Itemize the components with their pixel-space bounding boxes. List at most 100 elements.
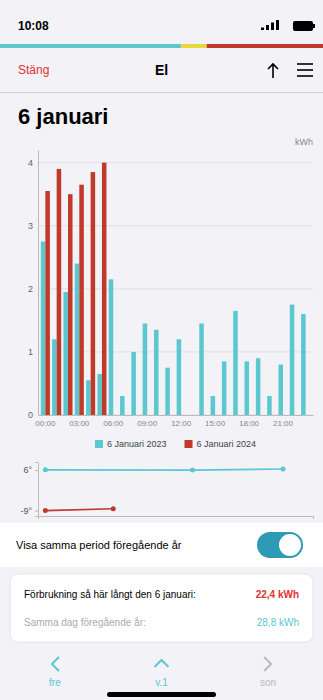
consumption-label: Förbrukning så här långt den 6 januari: bbox=[24, 589, 199, 600]
battery-icon bbox=[293, 21, 313, 31]
bar bbox=[57, 169, 62, 415]
nav-prev[interactable]: fre bbox=[49, 677, 61, 688]
close-button[interactable]: Stäng bbox=[18, 63, 49, 77]
y-tick: -9° bbox=[20, 506, 38, 516]
battery-tip bbox=[313, 24, 315, 28]
y-tick-mark bbox=[35, 511, 38, 512]
bar bbox=[91, 172, 96, 415]
temperature-line bbox=[45, 509, 113, 511]
x-tick: 21:00 bbox=[273, 415, 294, 428]
y-tick: 2 bbox=[28, 284, 38, 294]
bar bbox=[260, 415, 265, 416]
bar bbox=[143, 324, 148, 415]
axis bbox=[39, 517, 314, 520]
bar bbox=[131, 352, 136, 415]
bar bbox=[267, 396, 272, 415]
legend-label: 6 Januari 2023 bbox=[107, 439, 167, 449]
nav-week[interactable]: v.1 bbox=[155, 677, 168, 688]
y-axis-label: kWh bbox=[295, 137, 313, 147]
bar bbox=[52, 339, 57, 415]
toggle-label[interactable]: Visa samma period föregående år bbox=[16, 539, 182, 551]
bar bbox=[165, 368, 170, 415]
app-chrome bbox=[0, 20, 323, 697]
bar bbox=[170, 415, 175, 416]
menu-icon-line[interactable] bbox=[297, 75, 313, 77]
x-tick: 00:00 bbox=[35, 415, 56, 428]
nav-next-icon[interactable] bbox=[264, 657, 271, 671]
prev-year-value: 28,8 kWh bbox=[257, 617, 299, 628]
y-tick-label: -9° bbox=[20, 506, 32, 516]
toggle-switch[interactable] bbox=[257, 532, 303, 558]
bar bbox=[204, 415, 209, 416]
temperature-point bbox=[43, 467, 48, 472]
x-tick: 06:00 bbox=[103, 415, 124, 428]
legend: 6 Januari 2023 6 Januari 2024 bbox=[95, 439, 256, 449]
x-tick: 18:00 bbox=[239, 415, 260, 428]
bar bbox=[290, 305, 295, 415]
y-tick-label: 6° bbox=[23, 465, 32, 475]
x-tick-label: 03:00 bbox=[69, 419, 90, 428]
x-tick-label: 15:00 bbox=[205, 419, 226, 428]
toggle-knob[interactable] bbox=[279, 534, 301, 556]
bar bbox=[68, 194, 73, 415]
bar bbox=[188, 415, 193, 416]
x-tick-label: 21:00 bbox=[273, 419, 294, 428]
info-box bbox=[10, 574, 313, 642]
background bbox=[0, 0, 323, 700]
bar bbox=[199, 324, 204, 415]
x-tick: 12:00 bbox=[171, 415, 192, 428]
y-tick: 3 bbox=[28, 221, 38, 231]
bar bbox=[256, 358, 261, 415]
plot-area bbox=[43, 467, 286, 514]
temperature-point bbox=[190, 468, 195, 473]
temperature-point bbox=[43, 508, 48, 513]
axis: 00:00 03:00 06:00 09:00 12:00 15:00 18:00 21:00 bbox=[35, 415, 313, 428]
x-tick-label: 00:00 bbox=[35, 419, 56, 428]
bar bbox=[245, 361, 250, 415]
bar bbox=[215, 415, 220, 416]
nav-week-icon[interactable] bbox=[155, 660, 169, 667]
axis: 6° -9° bbox=[20, 463, 38, 517]
bar bbox=[113, 415, 118, 416]
page: 6 januari0123400:0003:0006:0009:0012:001… bbox=[0, 0, 323, 700]
chart-root: 6 januari0123400:0003:0006:0009:0012:001… bbox=[0, 0, 323, 700]
toggle-row bbox=[0, 523, 323, 567]
x-tick-label: 06:00 bbox=[103, 419, 124, 428]
share-icon[interactable] bbox=[268, 64, 278, 78]
y-tick: 4 bbox=[28, 158, 38, 168]
bar-series bbox=[45, 163, 106, 415]
menu-icon-line[interactable] bbox=[297, 63, 313, 65]
consumption-value: 22,4 kWh bbox=[256, 589, 299, 600]
axis: 01234 bbox=[28, 151, 39, 421]
bar bbox=[147, 415, 152, 416]
menu-icon-line[interactable] bbox=[297, 69, 313, 71]
separator bbox=[0, 92, 323, 93]
signal-bar bbox=[261, 28, 264, 31]
status-time: 10:08 bbox=[18, 19, 49, 33]
bar bbox=[45, 191, 50, 415]
bar bbox=[222, 361, 227, 415]
x-tick-label: 12:00 bbox=[171, 419, 192, 428]
x-tick: 03:00 bbox=[69, 415, 90, 428]
x-tick-label: 18:00 bbox=[239, 419, 260, 428]
signal-bar bbox=[271, 23, 274, 31]
y-tick-label: 4 bbox=[28, 158, 33, 168]
x-tick-label: 09:00 bbox=[137, 419, 158, 428]
bar bbox=[226, 415, 231, 416]
axis-line bbox=[39, 415, 314, 416]
bar bbox=[306, 415, 311, 416]
y-tick-label: 3 bbox=[28, 221, 33, 231]
plot-area bbox=[41, 163, 306, 415]
bar bbox=[102, 163, 107, 415]
bar bbox=[109, 279, 114, 415]
bar bbox=[159, 415, 164, 416]
legend-item: 6 Januari 2024 bbox=[185, 439, 257, 449]
bar bbox=[192, 415, 197, 416]
bar bbox=[272, 415, 277, 416]
legend-swatch bbox=[95, 440, 103, 448]
temperature-point bbox=[111, 506, 116, 511]
temperature-line bbox=[45, 469, 283, 470]
nav-next[interactable]: son bbox=[260, 677, 276, 688]
prev-year-label: Samma dag föregående år: bbox=[24, 617, 149, 628]
nav-prev-icon[interactable] bbox=[52, 657, 59, 671]
